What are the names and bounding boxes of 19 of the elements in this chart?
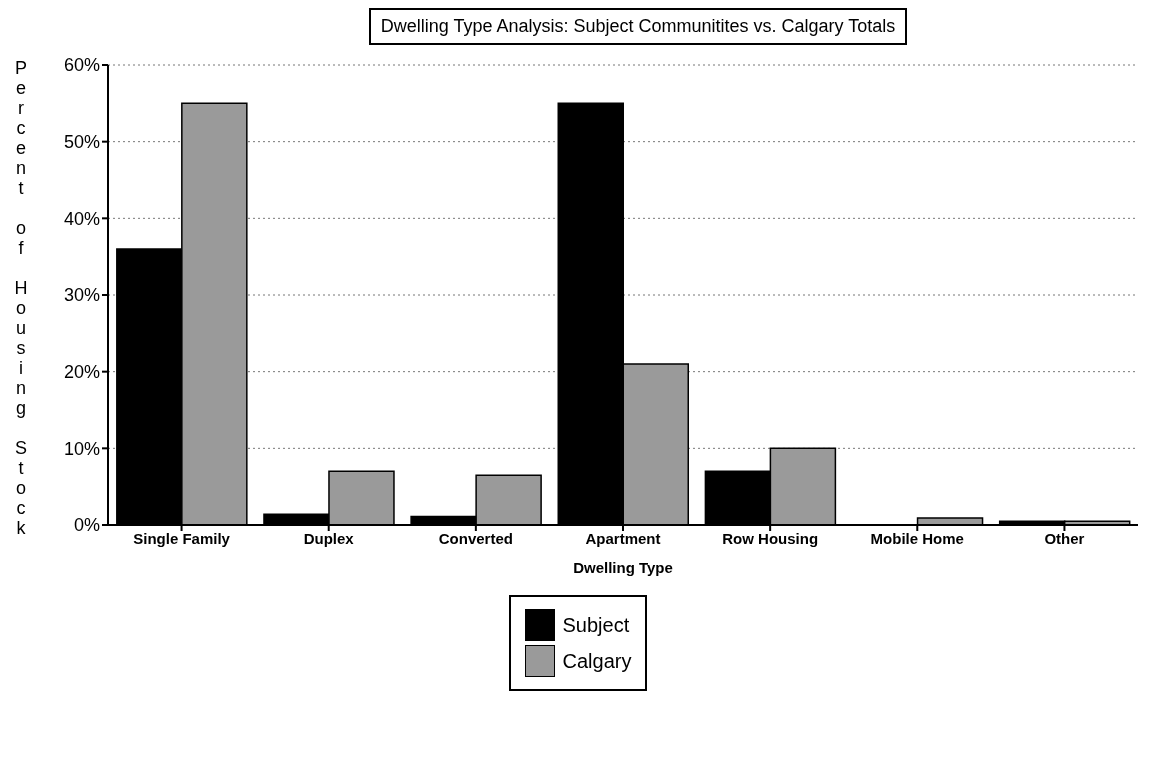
- x-tick-label: Single Family: [133, 529, 231, 547]
- x-tick-label: Mobile Home: [870, 529, 964, 547]
- y-tick-label: 40%: [63, 208, 100, 229]
- y-tick-label: 10%: [63, 438, 100, 459]
- y-tick-label: 0%: [73, 515, 100, 536]
- legend-label: Subject: [562, 613, 630, 637]
- y-axis-title: Percent of Housing Stock: [11, 58, 31, 538]
- x-tick-label: Apartment: [585, 529, 661, 547]
- y-tick-label: 50%: [63, 132, 100, 153]
- x-tick-label: Other: [1044, 529, 1085, 547]
- y-tick-label: 30%: [63, 285, 100, 306]
- y-tick-label: 60%: [63, 55, 100, 76]
- x-axis-title: Dwelling Type: [573, 559, 673, 576]
- legend-label: Calgary: [562, 649, 632, 673]
- chart-title: Dwelling Type Analysis: Subject Communitites vs. Calgary Totals: [368, 8, 908, 45]
- x-tick-label: Duplex: [303, 529, 355, 547]
- y-tick-label: 20%: [63, 362, 100, 383]
- x-tick-label: Converted: [438, 529, 513, 547]
- x-tick-label: Row Housing: [722, 529, 819, 547]
